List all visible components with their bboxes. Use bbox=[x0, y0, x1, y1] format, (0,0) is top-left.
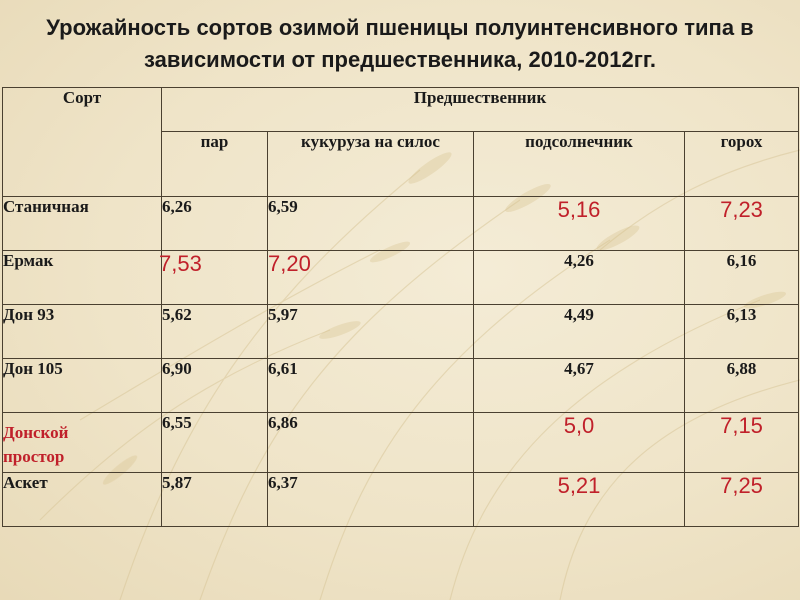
table-row: Донской простор 6,55 6,86 5,0 7,15 bbox=[2, 412, 800, 473]
table-row: Аскет 5,87 6,37 5,21 7,25 bbox=[2, 472, 800, 527]
highlighted-value: 7,53 bbox=[159, 251, 202, 276]
table-row: Станичная 6,26 6,59 5,16 7,23 bbox=[2, 196, 800, 251]
value-cell: 5,16 bbox=[473, 196, 685, 251]
value-cell: 5,62 bbox=[161, 304, 268, 359]
highlighted-value: 7,25 bbox=[720, 473, 763, 498]
variety-name: Ермак bbox=[2, 250, 162, 305]
value-cell: 7,53 bbox=[159, 250, 268, 305]
value-cell: 4,49 bbox=[473, 304, 685, 359]
value-cell: 5,87 bbox=[161, 472, 268, 527]
header-corn-silage: кукуруза на силос bbox=[267, 131, 474, 197]
highlighted-value: 5,21 bbox=[557, 473, 601, 498]
value-cell: 6,61 bbox=[267, 358, 474, 413]
header-sort: Сорт bbox=[2, 87, 162, 197]
table-row: Дон 105 6,90 6,61 4,67 6,88 bbox=[2, 358, 800, 413]
yield-table: Сорт Предшественник пар кукуруза на сило… bbox=[2, 87, 800, 527]
table-row: Ермак 7,53 7,20 4,26 6,16 bbox=[2, 250, 800, 305]
header-peas: горох bbox=[683, 131, 800, 197]
variety-name: Дон 93 bbox=[2, 304, 162, 359]
value-cell: 6,37 bbox=[267, 472, 474, 527]
header-sunflower: подсолнечник bbox=[473, 131, 685, 197]
slide-title: Урожайность сортов озимой пшеницы полуин… bbox=[0, 12, 800, 76]
variety-name: Станичная bbox=[2, 196, 162, 251]
value-cell: 6,90 bbox=[161, 358, 268, 413]
highlighted-value: 5,0 bbox=[563, 413, 595, 438]
value-cell: 6,86 bbox=[267, 412, 474, 473]
highlighted-value: 7,23 bbox=[720, 197, 763, 222]
value-cell: 7,25 bbox=[683, 472, 800, 527]
value-cell: 4,67 bbox=[473, 358, 685, 413]
highlighted-value: 7,20 bbox=[268, 251, 311, 276]
value-cell: 5,0 bbox=[473, 412, 685, 473]
variety-name: Донской простор bbox=[2, 412, 162, 473]
value-cell: 5,97 bbox=[267, 304, 474, 359]
value-cell: 7,20 bbox=[267, 250, 474, 305]
value-cell: 6,59 bbox=[267, 196, 474, 251]
value-cell: 7,23 bbox=[683, 196, 800, 251]
value-cell: 6,16 bbox=[683, 250, 800, 305]
header-predecessor: Предшественник bbox=[160, 87, 800, 132]
highlighted-value: 7,15 bbox=[720, 413, 763, 438]
value-cell: 7,15 bbox=[683, 412, 800, 473]
value-cell: 4,26 bbox=[473, 250, 685, 305]
variety-name-line-2: простор bbox=[3, 447, 65, 466]
value-cell: 5,21 bbox=[473, 472, 685, 527]
variety-name-line-1: Донской bbox=[3, 423, 69, 442]
slide-title-line-1: Урожайность сортов озимой пшеницы полуин… bbox=[46, 15, 754, 40]
header-par: пар bbox=[161, 131, 268, 197]
value-cell: 6,26 bbox=[161, 196, 268, 251]
highlighted-value: 5,16 bbox=[557, 197, 601, 222]
variety-name: Аскет bbox=[2, 472, 162, 527]
variety-name: Дон 105 bbox=[2, 358, 162, 413]
header-row-group: Сорт Предшественник bbox=[2, 87, 800, 197]
value-cell: 6,55 bbox=[161, 412, 268, 473]
table-row: Дон 93 5,62 5,97 4,49 6,13 bbox=[2, 304, 800, 359]
slide-title-line-2: зависимости от предшественника, 2010-201… bbox=[144, 47, 656, 72]
value-cell: 6,88 bbox=[683, 358, 800, 413]
value-cell: 6,13 bbox=[683, 304, 800, 359]
header-row-sub: пар кукуруза на силос подсолнечник горох bbox=[3, 131, 800, 197]
